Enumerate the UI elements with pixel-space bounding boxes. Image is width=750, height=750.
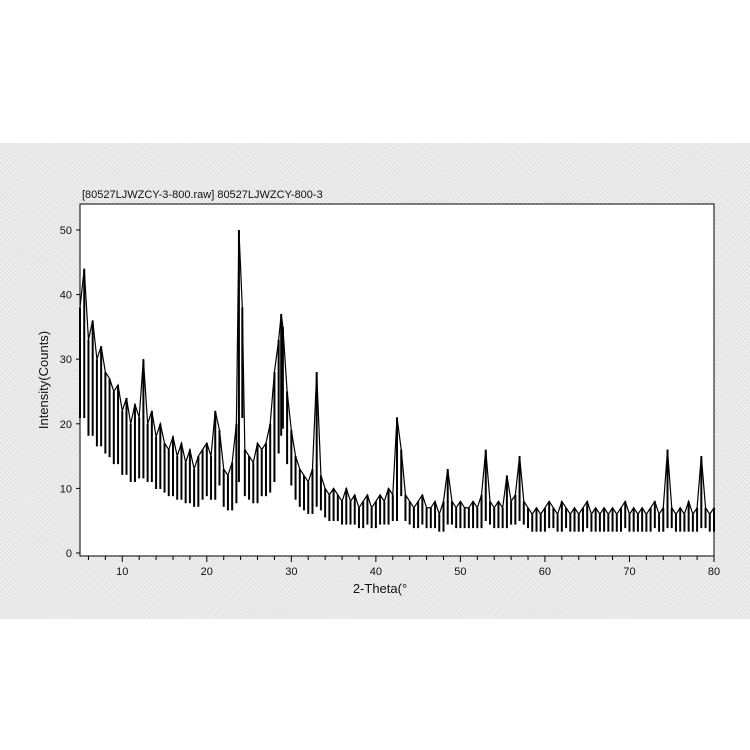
x-tick-label: 20 bbox=[201, 566, 213, 578]
y-tick-label: 0 bbox=[66, 548, 72, 560]
x-tick-label: 80 bbox=[708, 566, 720, 578]
y-tick-label: 20 bbox=[60, 419, 72, 431]
x-tick-label: 60 bbox=[539, 566, 551, 578]
x-tick-label: 10 bbox=[116, 566, 128, 578]
x-tick-label: 40 bbox=[370, 566, 382, 578]
y-tick-label: 50 bbox=[60, 225, 72, 237]
x-tick-label: 70 bbox=[623, 566, 635, 578]
x-tick-label: 50 bbox=[454, 566, 466, 578]
y-tick-label: 10 bbox=[60, 483, 72, 495]
chart-title: [80527LJWZCY-3-800.raw] 80527LJWZCY-800-… bbox=[82, 189, 323, 201]
y-tick-label: 40 bbox=[60, 290, 72, 302]
y-axis-label: Intensity(Counts) bbox=[36, 331, 51, 429]
x-tick-label: 30 bbox=[285, 566, 297, 578]
x-axis-label: 2-Theta(° bbox=[353, 581, 407, 596]
y-tick-label: 30 bbox=[60, 354, 72, 366]
